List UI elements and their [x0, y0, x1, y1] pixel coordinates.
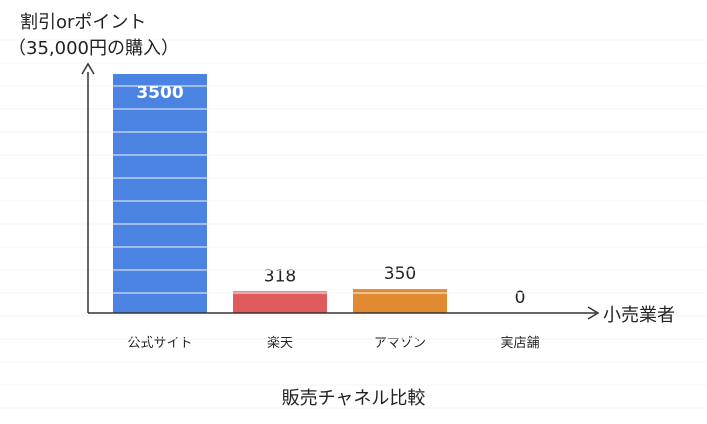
y-axis-arrow: [81, 62, 95, 75]
y-axis-title-line2: （35,000円の購入）: [8, 38, 179, 59]
category-label-2: アマゾン: [374, 336, 426, 351]
category-label-0: 公式サイト: [127, 336, 192, 351]
bar-0: [113, 74, 207, 313]
data-label-3: 0: [515, 288, 526, 308]
axes-group: [0, 39, 707, 409]
y-axis-title-line1: 割引orポイント: [20, 12, 147, 33]
x-axis-title: 小売業者: [603, 305, 675, 326]
bar-1: [233, 291, 327, 313]
category-label-3: 実店舗: [500, 335, 539, 351]
category-label-1: 楽天: [267, 335, 293, 351]
chart-caption: 販売チャネル比較: [281, 388, 426, 409]
bar-2: [353, 289, 447, 313]
data-label-0: 3500: [136, 83, 183, 103]
bars-group: [113, 74, 447, 313]
data-label-2: 350: [384, 264, 416, 284]
data-label-1: 318: [264, 266, 296, 286]
x-axis-arrow: [587, 306, 600, 320]
